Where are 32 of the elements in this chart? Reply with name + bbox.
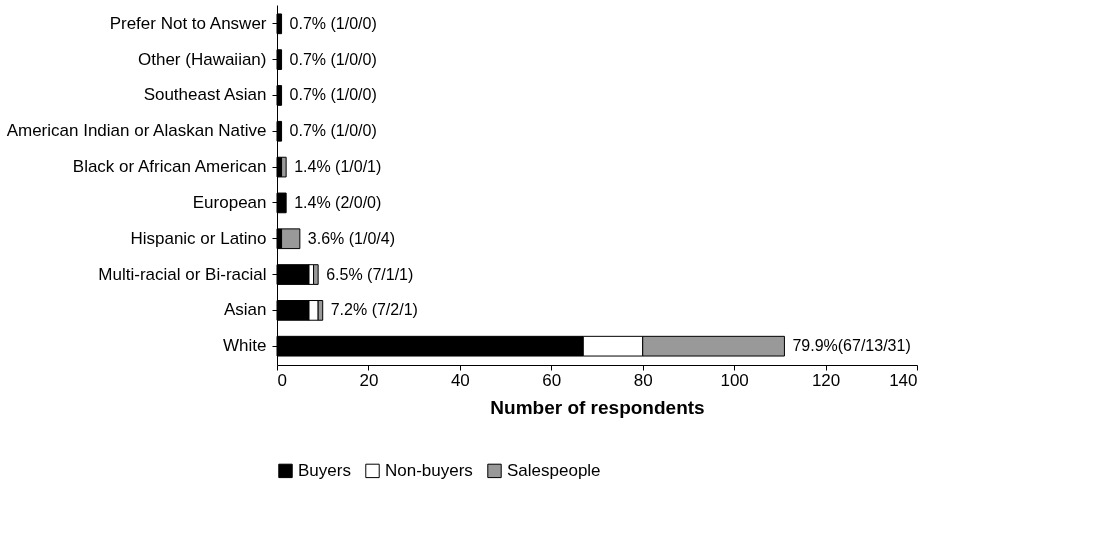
- y-tick-label: Other (Hawaiian): [138, 49, 267, 69]
- total-label: 6.5% (7/1/1): [326, 265, 414, 283]
- x-tick-label: 20: [359, 370, 379, 390]
- total-label: 1.4% (2/0/0): [294, 193, 382, 211]
- y-tick-label: Black or African American: [72, 157, 267, 177]
- legend-label: Buyers: [298, 460, 351, 480]
- total-label: 79.9%(67/13/31): [792, 337, 911, 355]
- x-tick-label: 0: [277, 370, 287, 390]
- legend-label: Salespeople: [507, 460, 601, 480]
- x-tick-label: 40: [450, 370, 470, 390]
- y-tick-label: American Indian or Alaskan Native: [6, 121, 267, 141]
- total-label: 7.2% (7/2/1): [330, 301, 418, 319]
- y-tick-label: Hispanic or Latino: [130, 228, 267, 248]
- x-tick-label: 140: [889, 370, 918, 390]
- x-axis-title: Number of respondents: [490, 396, 705, 418]
- y-tick-label: Multi-racial or Bi-racial: [98, 264, 267, 284]
- x-tick-label: 100: [720, 370, 749, 390]
- total-label: 0.7% (1/0/0): [289, 122, 377, 140]
- x-tick-label: 120: [811, 370, 841, 390]
- y-tick-label: Asian: [223, 300, 267, 320]
- y-tick-label: European: [192, 192, 267, 212]
- x-tick-label: 80: [633, 370, 653, 390]
- total-label: 0.7% (1/0/0): [289, 50, 377, 68]
- y-tick-label: White: [223, 336, 267, 356]
- y-tick-label: Southeast Asian: [143, 85, 267, 105]
- y-tick-label: Prefer Not to Answer: [109, 13, 267, 33]
- total-label: 0.7% (1/0/0): [289, 14, 377, 32]
- total-label: 1.4% (1/0/1): [294, 158, 382, 176]
- total-label: 0.7% (1/0/0): [289, 86, 377, 104]
- legend-label: Non-buyers: [385, 460, 473, 480]
- x-tick-label: 60: [542, 370, 562, 390]
- total-label: 3.6% (1/0/4): [307, 229, 396, 247]
